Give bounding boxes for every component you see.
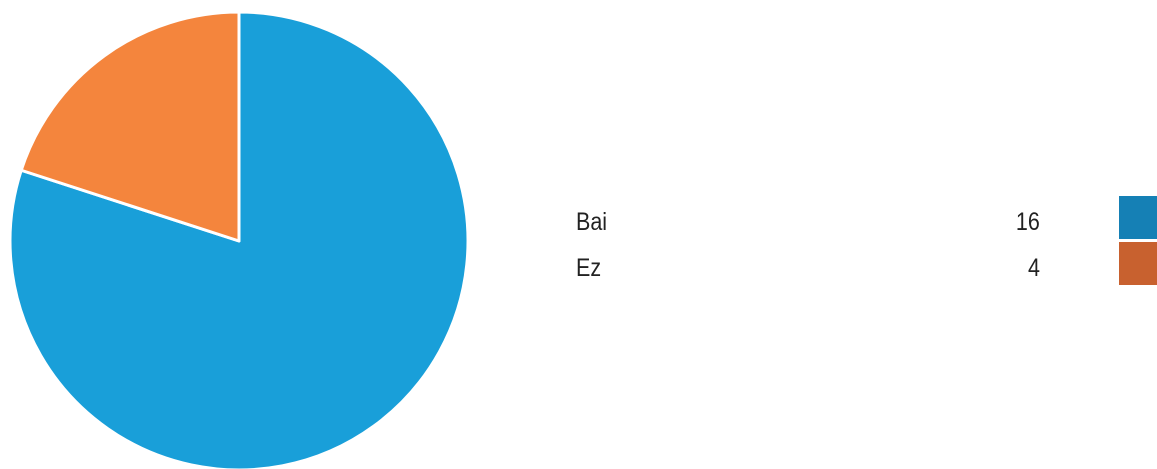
legend: Bai 16 Ez 4 xyxy=(576,196,1157,293)
legend-item-ez: Ez 4 xyxy=(576,242,1157,293)
legend-item-bai: Bai 16 xyxy=(576,196,1157,247)
legend-swatch-bai xyxy=(1119,196,1157,239)
legend-value-ez: 4 xyxy=(1028,254,1040,282)
pie-chart xyxy=(8,10,470,469)
legend-value-bai: 16 xyxy=(1016,208,1040,236)
legend-label-ez: Ez xyxy=(576,254,602,282)
pie-slice-ez xyxy=(19,10,241,243)
legend-label-bai: Bai xyxy=(576,208,608,236)
legend-swatch-ez xyxy=(1119,242,1157,285)
